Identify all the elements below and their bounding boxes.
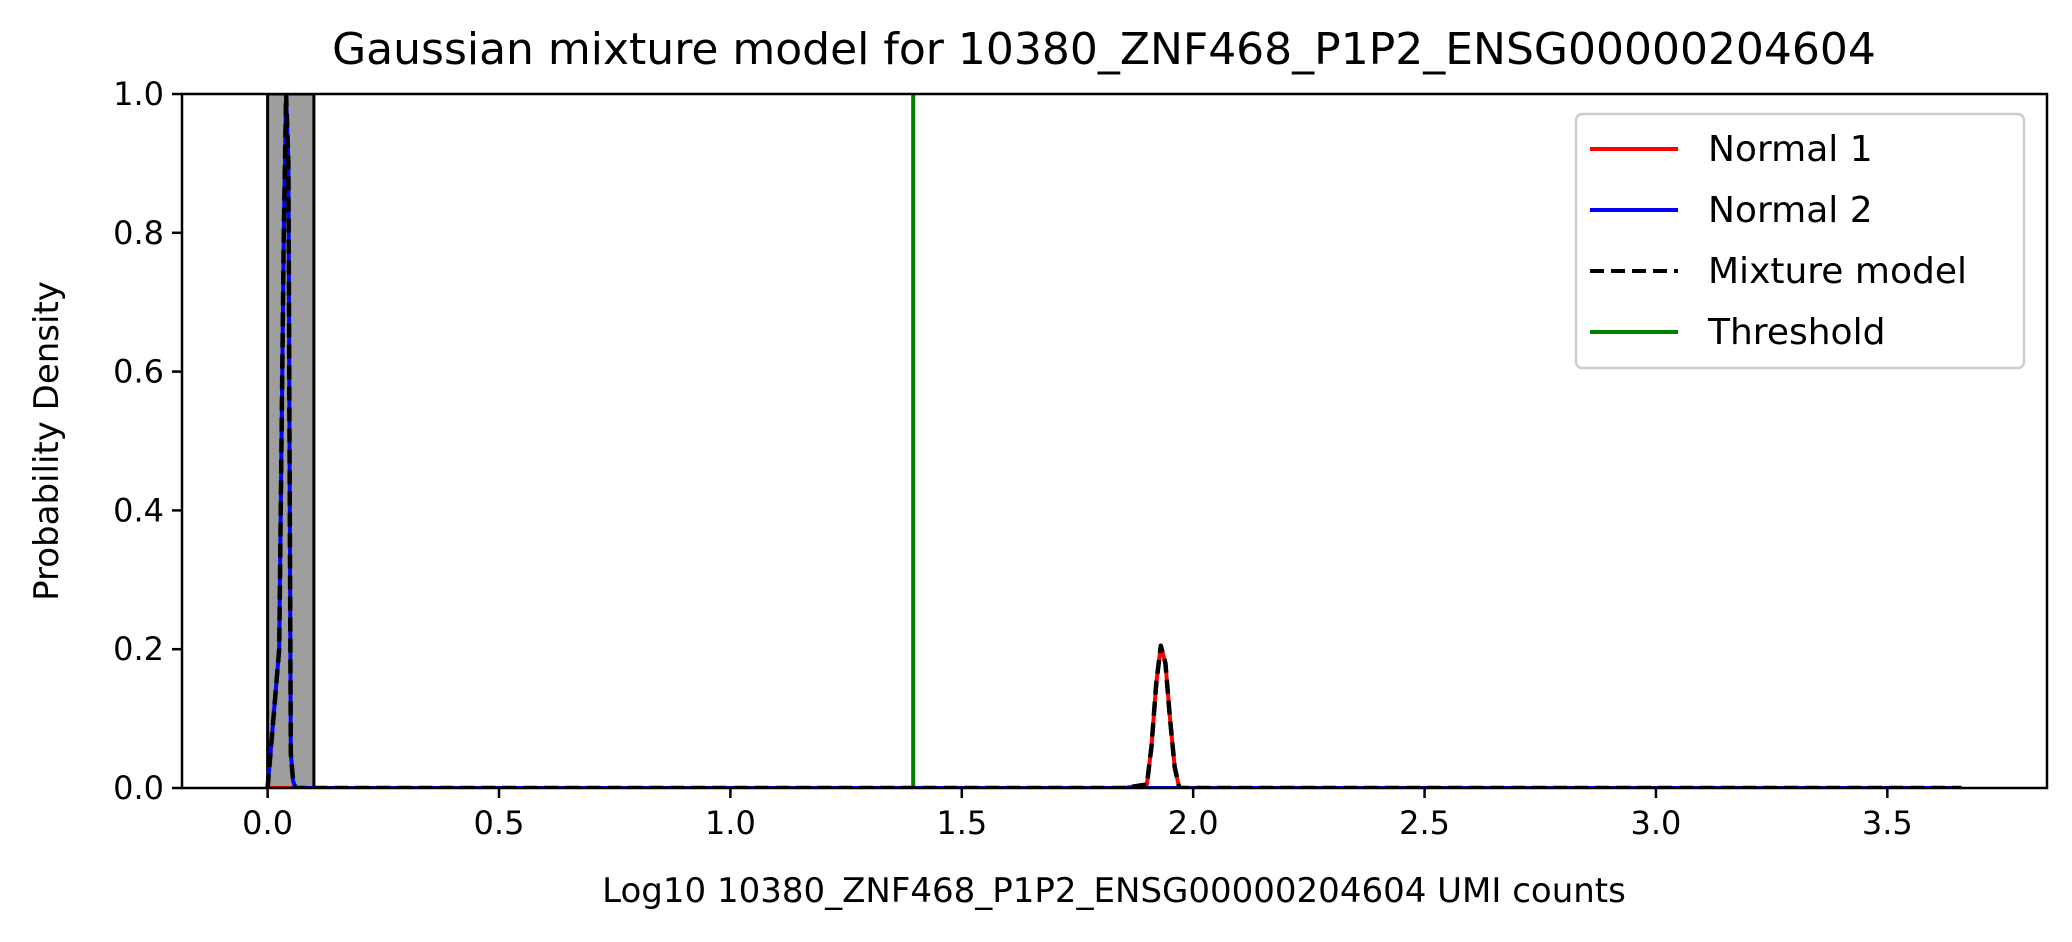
x-axis-label: Log10 10380_ZNF468_P1P2_ENSG00000204604 … — [602, 871, 1626, 911]
legend-label-normal-1: Normal 1 — [1708, 129, 1873, 170]
x-tick-label: 3.5 — [1862, 804, 1913, 842]
legend: Normal 1 Normal 2 Mixture model Threshold — [1574, 112, 2026, 370]
x-tick-label: 0.0 — [242, 804, 293, 842]
y-tick-label: 0.2 — [113, 630, 164, 668]
series-line-normal-1 — [267, 643, 1962, 788]
y-tick-label: 0.4 — [113, 491, 164, 529]
x-tick-label: 1.5 — [936, 804, 987, 842]
y-axis-label: Probability Density — [27, 281, 67, 601]
plot-area — [265, 94, 1962, 788]
legend-label-mixture-model: Mixture model — [1708, 251, 1967, 292]
y-tick-label: 1.0 — [113, 75, 164, 113]
x-tick-label: 3.0 — [1631, 804, 1682, 842]
x-tick-label: 2.0 — [1168, 804, 1219, 842]
legend-label-threshold: Threshold — [1707, 312, 1885, 353]
x-tick-label: 0.5 — [474, 804, 525, 842]
y-tick-label: 0.6 — [113, 353, 164, 391]
x-tick-label: 2.5 — [1399, 804, 1450, 842]
x-axis: 0.0 0.5 1.0 1.5 2.0 2.5 3.0 3.5 — [242, 788, 1913, 842]
legend-label-normal-2: Normal 2 — [1708, 190, 1873, 231]
x-tick-label: 1.0 — [705, 804, 756, 842]
y-axis: 0.0 0.2 0.4 0.6 0.8 1.0 — [113, 75, 182, 807]
chart-title: Gaussian mixture model for 10380_ZNF468_… — [332, 24, 1876, 75]
legend-box — [1574, 112, 2026, 370]
y-tick-label: 0.0 — [113, 769, 164, 807]
plot-frame — [180, 92, 2049, 790]
y-tick-label: 0.8 — [113, 214, 164, 252]
